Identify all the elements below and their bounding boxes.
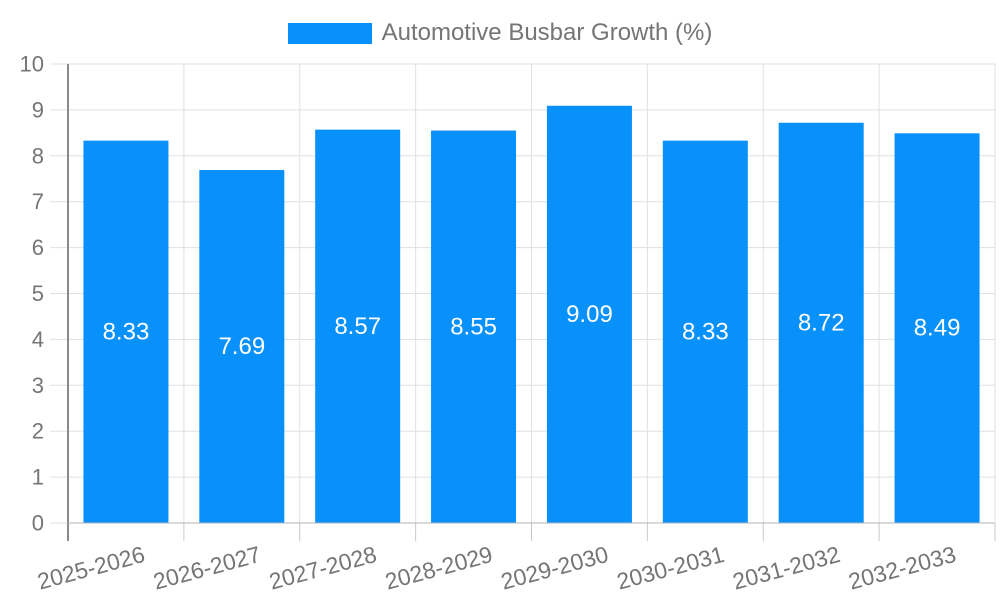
y-axis-tick-label: 8	[32, 143, 44, 168]
legend-swatch	[287, 22, 372, 44]
bar-value-label: 9.09	[566, 301, 613, 328]
bar-2025-2026[interactable]	[83, 140, 169, 523]
bar-2031-2032[interactable]	[778, 122, 864, 523]
y-axis-tick-label: 2	[32, 419, 44, 444]
y-axis-tick-label: 5	[32, 281, 44, 306]
bar-value-label: 8.33	[103, 318, 150, 345]
x-axis-tick-label: 2026-2027	[150, 541, 263, 595]
bar-2030-2031[interactable]	[662, 140, 748, 523]
legend-label: Automotive Busbar Growth (%)	[381, 19, 713, 46]
legend-item[interactable]: Automotive Busbar Growth (%)	[0, 21, 1000, 45]
x-axis-tick-label: 2029-2030	[498, 541, 611, 595]
bar-value-label: 8.55	[450, 313, 497, 340]
bar-value-label: 8.33	[682, 318, 729, 345]
x-axis-tick-label: 2028-2029	[382, 541, 495, 595]
x-axis-tick-label: 2031-2032	[730, 541, 843, 595]
bar-2032-2033[interactable]	[894, 133, 980, 523]
y-axis-tick-label: 6	[32, 235, 44, 260]
bar-value-label: 8.72	[798, 309, 845, 336]
x-axis-tick-label: 2032-2033	[846, 541, 959, 595]
bar-value-label: 8.49	[914, 315, 961, 342]
y-axis-tick-label: 4	[32, 327, 44, 352]
y-axis-tick-label: 9	[32, 97, 44, 122]
bar-2028-2029[interactable]	[431, 130, 517, 523]
y-axis-tick-label: 0	[32, 511, 44, 536]
y-axis-tick-label: 1	[32, 465, 44, 490]
bar-value-label: 8.57	[334, 313, 381, 340]
bar-2026-2027[interactable]	[199, 170, 285, 524]
y-axis-tick-label: 10	[20, 52, 44, 77]
bar-value-label: 7.69	[218, 333, 265, 360]
y-axis-tick-label: 3	[32, 373, 44, 398]
y-axis-tick-label: 7	[32, 189, 44, 214]
x-axis-tick-label: 2027-2028	[266, 541, 379, 595]
x-axis-tick-label: 2030-2031	[614, 541, 727, 595]
x-axis-tick-label: 2025-2026	[35, 541, 148, 595]
bar-2029-2030[interactable]	[546, 105, 632, 524]
bar-2027-2028[interactable]	[315, 129, 401, 523]
